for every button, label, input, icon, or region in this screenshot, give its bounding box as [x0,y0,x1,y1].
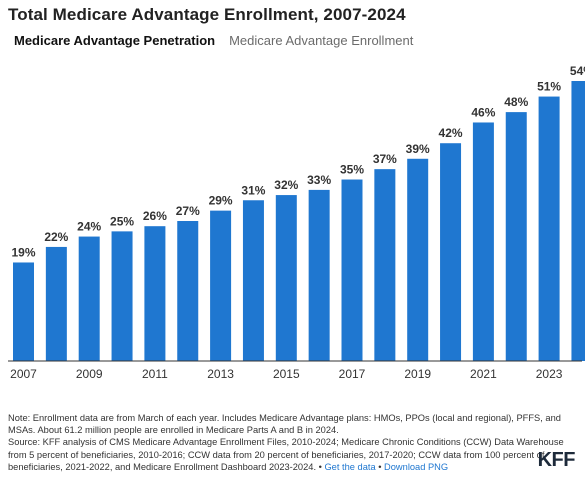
data-label-2015: 32% [274,178,298,192]
bar-2013[interactable] [210,210,232,361]
bar-2020[interactable] [440,143,462,361]
data-label-2024: 54% [570,64,585,78]
bar-2019[interactable] [407,158,429,361]
bar-2010[interactable] [111,231,133,361]
data-label-2021: 46% [471,105,495,119]
x-tick-label-2023: 2023 [536,367,563,381]
bar-2011[interactable] [144,226,166,361]
x-tick-label-2017: 2017 [339,367,366,381]
bar-2017[interactable] [341,179,363,361]
source-line: Source: KFF analysis of CMS Medicare Adv… [8,436,578,473]
bar-2009[interactable] [78,236,100,361]
data-label-2019: 39% [406,142,430,156]
data-label-2016: 33% [307,173,331,187]
source-text: Source: KFF analysis of CMS Medicare Adv… [8,437,564,472]
chart-notes: Note: Enrollment data are from March of … [8,412,578,473]
chart-title: Total Medicare Advantage Enrollment, 200… [8,5,406,24]
data-label-2008: 22% [44,230,68,244]
bar-2007[interactable] [13,262,34,361]
tab-enrollment[interactable]: Medicare Advantage Enrollment [229,33,414,48]
x-tick-label-2011: 2011 [142,367,168,381]
bar-2012[interactable] [177,221,199,361]
note-text: Note: Enrollment data are from March of … [8,413,561,436]
bullet-separator: • [375,461,385,472]
data-label-2009: 24% [77,220,101,234]
bar-2022[interactable] [505,112,527,361]
x-tick-label-2007: 2007 [10,367,37,381]
get-data-link[interactable]: Get the data [324,461,376,472]
data-label-2018: 37% [373,152,397,166]
bar-chart: 19% 2007 22% 24% 2009 25% 26% 2011 27% 29% 2013 31%… [8,64,585,381]
data-label-2013: 29% [209,194,233,208]
kff-logo: KFF [537,449,576,471]
data-label-2012: 27% [176,204,200,218]
bar-2014[interactable] [242,200,264,361]
x-tick-label-2015: 2015 [273,367,300,381]
bar-2021[interactable] [472,122,494,361]
chart-tabs: Medicare Advantage Penetration Medicare … [14,33,413,48]
bar-2016[interactable] [308,189,330,361]
data-label-2017: 35% [340,163,364,177]
bullet-separator: • [316,461,325,472]
x-tick-label-2021: 2021 [470,367,497,381]
data-label-2020: 42% [439,126,463,140]
tab-penetration[interactable]: Medicare Advantage Penetration [14,33,216,48]
x-tick-label-2019: 2019 [404,367,431,381]
bar-2018[interactable] [374,169,396,361]
data-label-2023: 51% [537,80,561,94]
bar-2008[interactable] [45,246,67,361]
bar-2024[interactable] [571,81,585,361]
data-label-2007: 19% [11,245,35,259]
data-label-2010: 25% [110,214,134,228]
data-label-2011: 26% [143,209,167,223]
x-tick-label-2013: 2013 [207,367,234,381]
data-label-2022: 48% [504,95,528,109]
x-tick-label-2009: 2009 [76,367,103,381]
data-label-2014: 31% [241,183,265,197]
bar-2015[interactable] [275,195,297,361]
download-png-link[interactable]: Download PNG [384,461,449,472]
bar-2023[interactable] [538,96,560,361]
